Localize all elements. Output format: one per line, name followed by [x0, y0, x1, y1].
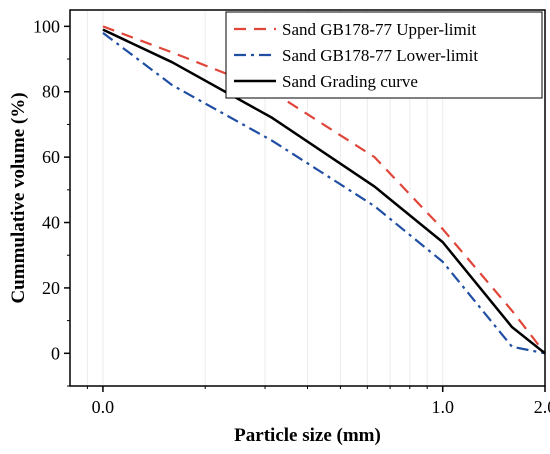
y-tick-label: 60	[42, 147, 60, 167]
axis-ticks: 0.0 1.0 2.0 0 20 40 60 80 100	[33, 16, 550, 417]
series-line-1	[102, 25, 546, 354]
legend-box	[225, 11, 543, 99]
y-tick-label: 100	[33, 16, 60, 36]
legend-label: Sand Grading curve	[282, 72, 418, 91]
x-tick-label: 2.0	[534, 397, 550, 417]
series-line-2	[102, 32, 546, 355]
y-tick-label: 80	[42, 82, 60, 102]
x-tick-label: 1.0	[431, 397, 454, 417]
y-tick-label: 40	[42, 213, 60, 233]
x-tick-label: 0.0	[92, 397, 115, 417]
series-line-3	[102, 28, 546, 355]
y-axis-title: Cummulative volume (%)	[8, 92, 29, 303]
y-tick-label: 20	[42, 278, 60, 298]
legend: Sand GB178-77 Upper-limit Sand GB178-77 L…	[225, 11, 543, 99]
series-group	[102, 25, 546, 355]
y-tick-label: 0	[51, 343, 60, 363]
x-axis-title: Particle size (mm)	[234, 425, 381, 446]
legend-label: Sand GB178-77 Lower-limit	[282, 46, 478, 65]
legend-label: Sand GB178-77 Upper-limit	[282, 20, 476, 39]
